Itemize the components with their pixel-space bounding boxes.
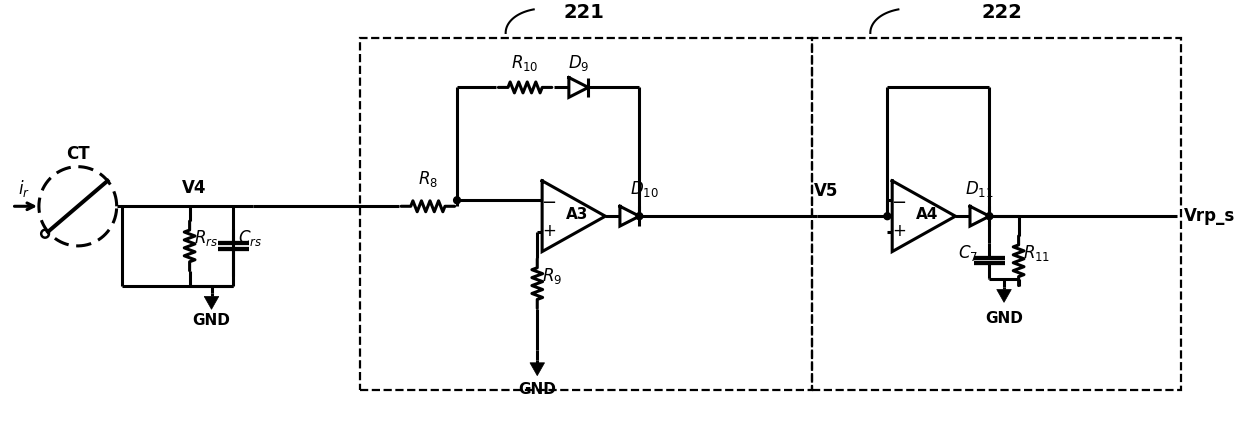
Text: $-$: $-$: [892, 192, 906, 210]
Text: GND: GND: [518, 382, 557, 397]
Text: $i_r$: $i_r$: [19, 178, 30, 199]
Circle shape: [454, 197, 460, 204]
Text: Vrp_s: Vrp_s: [1184, 207, 1235, 225]
Polygon shape: [997, 289, 1012, 302]
Text: $C_7$: $C_7$: [959, 243, 978, 263]
Text: CT: CT: [66, 145, 89, 163]
Circle shape: [884, 213, 890, 220]
Text: 221: 221: [563, 3, 604, 22]
Circle shape: [986, 213, 993, 220]
Text: $D_{11}$: $D_{11}$: [966, 179, 994, 199]
Text: GND: GND: [192, 313, 231, 328]
Text: $D_{10}$: $D_{10}$: [630, 179, 658, 199]
Text: A3: A3: [565, 207, 588, 222]
Bar: [360, 38, 812, 389]
Text: 222: 222: [981, 3, 1022, 22]
Text: A4: A4: [915, 207, 937, 222]
Text: $R_8$: $R_8$: [418, 170, 438, 190]
Text: V5: V5: [815, 182, 838, 200]
Bar: [812, 38, 1182, 389]
Text: $D_9$: $D_9$: [568, 52, 589, 73]
Text: $R_9$: $R_9$: [542, 266, 562, 285]
Text: $R_{rs}$: $R_{rs}$: [195, 228, 218, 248]
Text: $-$: $-$: [542, 192, 557, 210]
Text: $R_{10}$: $R_{10}$: [511, 52, 539, 73]
Text: V4: V4: [182, 179, 207, 198]
Text: $+$: $+$: [892, 222, 906, 240]
Text: GND: GND: [985, 311, 1023, 326]
Text: $+$: $+$: [542, 222, 556, 240]
Circle shape: [636, 213, 642, 220]
Text: $R_{11}$: $R_{11}$: [1023, 243, 1050, 263]
Polygon shape: [529, 363, 544, 376]
Polygon shape: [205, 297, 218, 309]
Text: $C_{rs}$: $C_{rs}$: [238, 228, 263, 248]
